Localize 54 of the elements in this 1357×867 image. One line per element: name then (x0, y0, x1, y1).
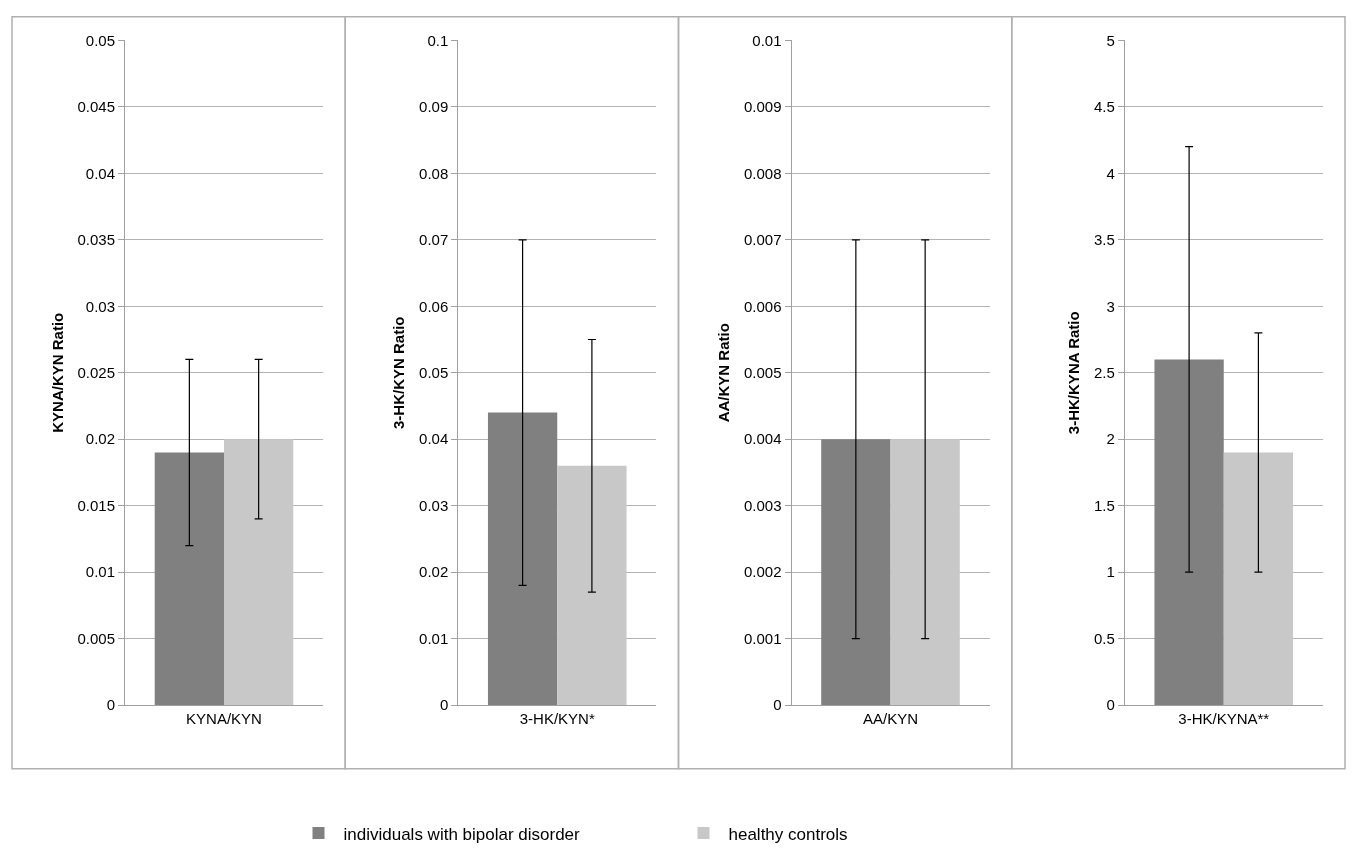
y-tick-label: 0.045 (77, 98, 115, 116)
y-tick-label: 0.025 (77, 363, 115, 381)
y-tick-label: 0.006 (743, 297, 782, 315)
y-tick-label: 0 (439, 696, 449, 714)
y-tick-label: 0.008 (743, 164, 782, 182)
y-tick-label: 0 (773, 696, 782, 714)
y-tick-label: 2 (1106, 430, 1115, 448)
y-tick-label: 0.005 (743, 363, 782, 381)
y-tick-label: 0.07 (419, 231, 449, 249)
y-tick-label: 0.01 (85, 563, 115, 581)
x-tick-label: AA/KYN (862, 710, 919, 728)
y-tick-label: 2.5 (1093, 363, 1115, 381)
y-tick-label: 0.004 (743, 430, 782, 448)
y-tick-label: 0.08 (419, 164, 449, 182)
y-tick-label: 0.005 (77, 629, 115, 647)
y-tick-label: 0.002 (743, 563, 782, 581)
x-tick-label: 3-HK/KYNA** (1178, 710, 1270, 728)
x-tick-label: KYNA/KYN (186, 710, 262, 728)
y-tick-label: 0.02 (419, 563, 449, 581)
y-tick-label: 3 (1106, 297, 1115, 315)
y-tick-label: 0.05 (85, 31, 115, 49)
y-tick-label: 0.035 (77, 231, 115, 249)
y-axis-title: 3-HK/KYN Ratio (390, 316, 408, 429)
y-tick-label: 0.02 (85, 430, 115, 448)
y-tick-label: 1 (1106, 563, 1115, 581)
y-tick-label: 0.04 (85, 164, 115, 182)
y-tick-label: 4 (1106, 164, 1115, 182)
y-tick-label: 5 (1106, 31, 1115, 49)
y-tick-label: 0 (106, 696, 115, 714)
y-axis-title: AA/KYN Ratio (715, 323, 733, 423)
y-axis-title: 3-HK/KYNA Ratio (1065, 311, 1083, 435)
y-tick-label: 3.5 (1093, 231, 1115, 249)
y-tick-label: 0 (1106, 696, 1115, 714)
y-tick-label: 0.03 (85, 297, 115, 315)
y-tick-label: 4.5 (1093, 98, 1115, 116)
legend-label: individuals with bipolar disorder (343, 824, 581, 844)
legend-label: healthy controls (728, 824, 848, 844)
y-tick-label: 0.03 (419, 496, 449, 514)
y-tick-label: 0.1 (427, 31, 449, 49)
y-tick-label: 0.04 (419, 430, 449, 448)
y-tick-label: 0.01 (419, 629, 449, 647)
y-axis-title: KYNA/KYN Ratio (48, 312, 66, 433)
y-tick-label: 0.09 (419, 98, 449, 116)
y-tick-label: 0.003 (743, 496, 782, 514)
x-tick-label: 3-HK/KYN* (519, 710, 595, 728)
y-tick-label: 1.5 (1093, 496, 1115, 514)
y-tick-label: 0.009 (743, 98, 782, 116)
y-tick-label: 0.007 (743, 231, 782, 249)
y-tick-label: 0.015 (77, 496, 115, 514)
y-tick-label: 0.06 (419, 297, 449, 315)
y-tick-label: 0.05 (419, 363, 449, 381)
y-tick-label: 0.01 (752, 31, 782, 49)
y-tick-label: 0.001 (743, 629, 782, 647)
y-tick-label: 0.5 (1093, 629, 1115, 647)
